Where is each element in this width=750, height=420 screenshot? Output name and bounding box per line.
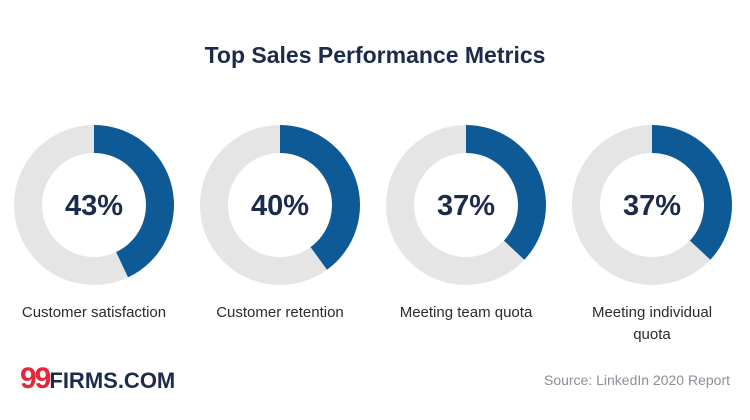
value-label: 37% xyxy=(623,190,681,222)
donut-segment xyxy=(94,125,175,278)
chart-title: Top Sales Performance Metrics xyxy=(204,42,546,68)
category-label: Meeting individual quota xyxy=(591,304,713,343)
category-label: Customer retention xyxy=(216,304,344,321)
donut-segment xyxy=(280,125,361,270)
value-label: 43% xyxy=(65,190,123,222)
value-label: 37% xyxy=(437,190,495,222)
value-label: 40% xyxy=(251,190,309,222)
donut-segment xyxy=(466,125,547,260)
category-label: Customer satisfaction xyxy=(21,304,167,321)
logo: 99FIRMS.COM xyxy=(20,362,175,396)
source: Source: LinkedIn 2020 Report xyxy=(543,372,730,388)
logo-name: FIRMS.COM xyxy=(49,368,176,393)
category-label: Meeting team quota xyxy=(399,304,533,321)
logo-mark: 99 xyxy=(20,362,51,395)
donut-segment xyxy=(652,125,732,260)
